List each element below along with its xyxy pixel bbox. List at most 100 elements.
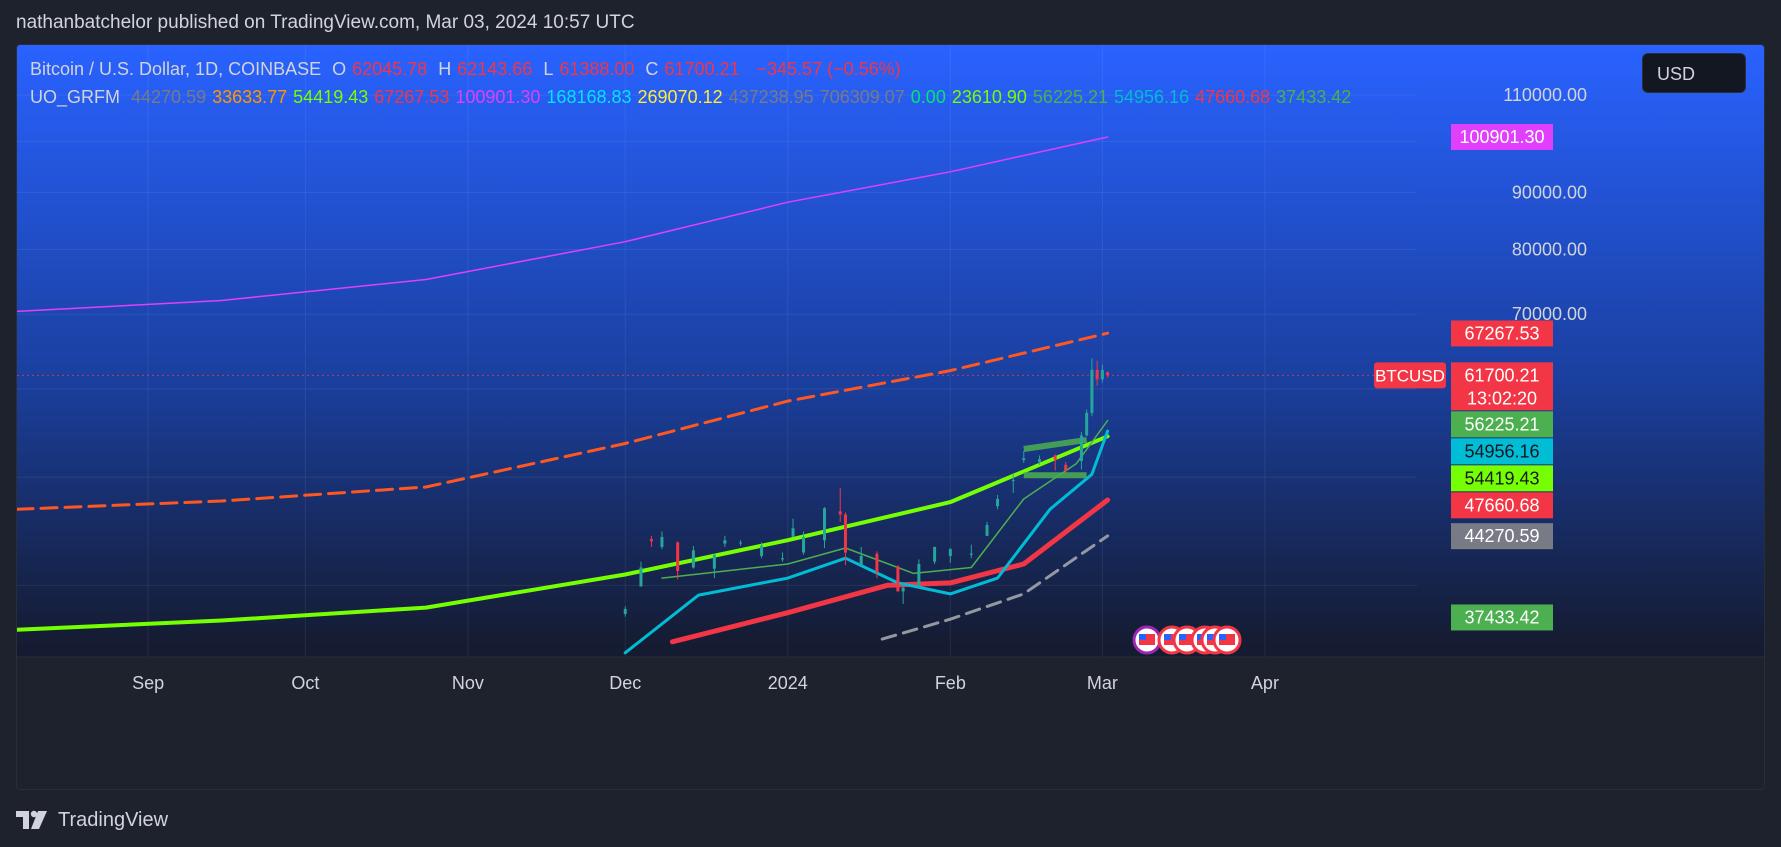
indicator-value: 100901.30: [455, 87, 541, 107]
event-flag-stripes: [1164, 634, 1180, 645]
candle-body: [691, 550, 695, 568]
candle-body: [1095, 369, 1099, 380]
symbol-tag-bg: [1374, 362, 1446, 389]
axis-layer: Sep Oct Nov Dec 2024 Feb Mar Apr 110000.00 90000.…: [17, 85, 1764, 789]
candle-body: [660, 536, 664, 547]
candle-body: [1085, 412, 1089, 436]
x-tick-label: 2024: [768, 673, 808, 693]
candle-body: [1022, 458, 1026, 461]
price-label: 100901.30: [1459, 127, 1544, 147]
candle-body: [1079, 435, 1083, 462]
price-label: 67267.53: [1464, 323, 1539, 343]
price-label-bg: [1451, 124, 1553, 151]
price-label: 47660.68: [1464, 495, 1539, 515]
high-label: H: [438, 59, 452, 79]
price-label: 61700.21: [1464, 365, 1539, 385]
indicator-value: 54956.16: [1114, 87, 1190, 107]
indicator-value: 437238.95: [728, 87, 814, 107]
candle-body: [969, 553, 973, 555]
event-flag-canton: [1179, 634, 1186, 640]
indicator-value: 67267.53: [374, 87, 450, 107]
price-label-bg: [1451, 465, 1553, 492]
indicator-value: 47660.68: [1195, 87, 1271, 107]
countdown-label: 13:02:20: [1467, 388, 1537, 408]
indicator-value: 56225.21: [1032, 87, 1108, 107]
x-tick-label: Sep: [132, 673, 164, 693]
candle-body: [760, 545, 764, 556]
y-tick-label: 80000.00: [1512, 239, 1587, 259]
candle-body: [712, 554, 716, 569]
grid: [17, 45, 1417, 657]
event-flag-stripes: [1219, 634, 1235, 645]
tradingview-logo-icon: [16, 810, 47, 829]
indicator-value: 37433.42: [1276, 87, 1352, 107]
candle-body: [1053, 455, 1057, 461]
candle-body: [676, 542, 680, 572]
price-label-bg: [1451, 411, 1553, 438]
symbol-title[interactable]: Bitcoin / U.S. Dollar, 1D, COINBASE: [30, 59, 322, 79]
y-tick-label: 70000.00: [1512, 304, 1587, 324]
close-value: 61700.21: [664, 59, 740, 79]
candle-body: [917, 563, 921, 586]
open-value: 62045.78: [352, 59, 428, 79]
event-flag-icon[interactable]: [1132, 625, 1162, 655]
candle-body: [802, 536, 806, 553]
close-label: C: [645, 59, 659, 79]
event-flag-stripes: [1179, 634, 1195, 645]
indicator-name[interactable]: UO_GRFM: [30, 87, 120, 107]
candle-body: [1011, 480, 1015, 482]
series-line-gray-dashed: [880, 534, 1110, 641]
indicator-value: 54419.43: [293, 87, 369, 107]
price-label-bg: [1451, 438, 1553, 465]
symbol-tag: BTCUSD: [1375, 366, 1445, 385]
publisher-line: nathanbatchelor published on TradingView…: [16, 12, 635, 33]
series-line-cyan: [623, 429, 1110, 655]
candle-body: [781, 558, 785, 560]
currency-button[interactable]: USD: [1642, 53, 1746, 93]
price-label: 56225.21: [1464, 414, 1539, 434]
candle-body: [838, 511, 842, 515]
y-tick-label: 90000.00: [1512, 182, 1587, 202]
price-label: 44270.59: [1464, 526, 1539, 546]
event-flag-stripes: [1139, 634, 1155, 645]
channel-top: [1023, 436, 1088, 452]
candle-body: [623, 608, 627, 615]
event-flag-canton: [1164, 634, 1171, 640]
event-flag-icon[interactable]: [1212, 625, 1242, 655]
price-label-bg: [1451, 362, 1553, 411]
event-flag-canton: [1197, 634, 1204, 640]
candle-body: [1106, 372, 1110, 376]
price-label-bg: [1451, 320, 1553, 347]
candle-body: [1037, 459, 1041, 462]
high-value: 62143.66: [457, 59, 533, 79]
candle-body: [739, 542, 743, 544]
time-axis-bg: [17, 657, 1764, 789]
candle-body: [948, 549, 952, 556]
price-label: 54956.16: [1464, 441, 1539, 461]
change-value: −345.57 (−0.56%): [756, 59, 901, 79]
price-label-bg: [1451, 523, 1553, 550]
low-label: L: [543, 59, 554, 79]
candle-body: [639, 567, 643, 587]
indicator-value: 23610.90: [951, 87, 1027, 107]
candle-body: [649, 539, 653, 542]
series-line-green-thin: [661, 419, 1109, 579]
economic-events: [1132, 625, 1242, 655]
series-line-magenta: [17, 136, 1109, 313]
price-label-bg: [1451, 492, 1553, 519]
candles-layer: [623, 358, 1110, 617]
low-value: 61388.00: [559, 59, 635, 79]
price-label-bg: [1451, 604, 1553, 631]
candle-body: [996, 499, 1000, 507]
indicator-value: 269070.12: [637, 87, 723, 107]
indicator-value: 168168.83: [546, 87, 632, 107]
legend-row-indicator: UO_GRFM 44270.59 33633.77 54419.43 67267.53…: [30, 87, 1357, 108]
candle-body: [1064, 464, 1068, 471]
x-tick-label: Dec: [609, 673, 641, 693]
chart-frame[interactable]: Sep Oct Nov Dec 2024 Feb Mar Apr 110000.00 90000.…: [16, 44, 1765, 790]
x-tick-label: Oct: [291, 673, 319, 693]
footer-brand[interactable]: TradingView: [16, 806, 168, 834]
price-chart[interactable]: Sep Oct Nov Dec 2024 Feb Mar Apr 110000.00 90000.…: [17, 45, 1764, 789]
indicator-value: 44270.59: [131, 87, 207, 107]
x-tick-label: Feb: [935, 673, 966, 693]
